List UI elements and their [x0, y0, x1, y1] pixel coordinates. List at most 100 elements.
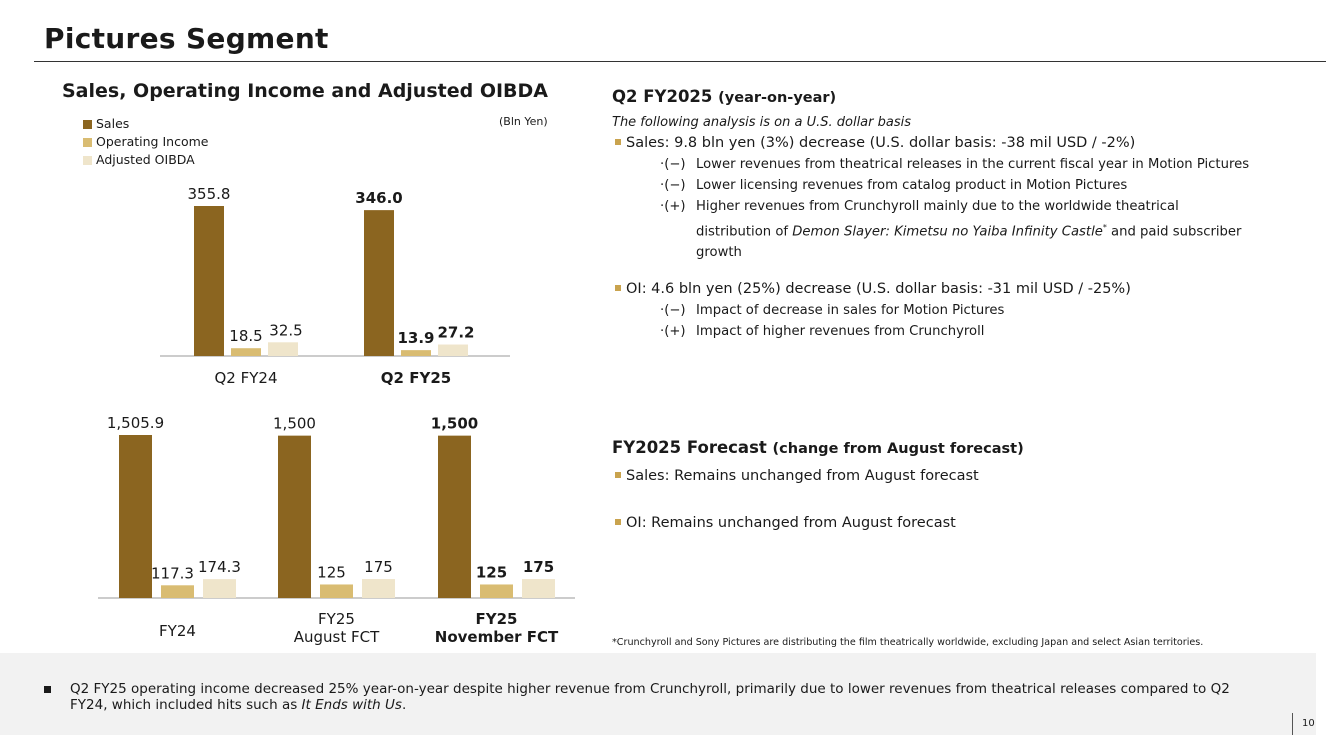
- data-label-adjusted-oibda: 174.3: [198, 558, 241, 576]
- legend-label-adjusted-oibda: Adjusted OIBDA: [96, 152, 195, 167]
- q2-oi-items: ·(−) Impact of decrease in sales for Moti…: [660, 300, 1280, 342]
- item-mark: ·(−): [660, 157, 686, 172]
- item-text-cont-post: and paid subscriber growth: [696, 224, 1242, 261]
- summary-text-main: Q2 FY25 operating income decreased 25% y…: [70, 681, 1230, 713]
- summary-film-title: It Ends with Us: [301, 697, 402, 713]
- data-label-operating-income: 13.9: [397, 329, 434, 347]
- bar-sales: [194, 206, 224, 356]
- data-label-sales: 355.8: [188, 185, 231, 203]
- legend-label-sales: Sales: [96, 116, 130, 131]
- item-text: Lower licensing revenues from catalog pr…: [696, 178, 1128, 193]
- forecast-sales-text: Sales: Remains unchanged from August for…: [626, 468, 979, 484]
- film-title: Demon Slayer: Kimetsu no Yaiba Infinity …: [792, 224, 1103, 240]
- q2-heading-main: Q2 FY2025: [612, 87, 713, 106]
- bullet-icon: [615, 472, 621, 478]
- footnote: *Crunchyroll and Sony Pictures are distr…: [612, 637, 1204, 648]
- legend-swatch-adjusted-oibda: [83, 155, 92, 165]
- summary-box: [0, 653, 1316, 735]
- category-label: FY25: [476, 610, 518, 628]
- q2-heading: Q2 FY2025 (year-on-year): [612, 86, 1280, 109]
- bar-adjusted-oibda: [268, 342, 298, 356]
- chart-title: Sales, Operating Income and Adjusted OIB…: [62, 80, 549, 102]
- forecast-heading-main: FY2025 Forecast: [612, 438, 767, 457]
- bar-operating-income: [401, 350, 431, 356]
- bar-sales: [278, 435, 311, 598]
- data-label-operating-income: 117.3: [151, 564, 194, 582]
- item-mark: ·(−): [660, 303, 686, 319]
- q2-oi-line: OI: 4.6 bln yen (25%) decrease (U.S. dol…: [612, 279, 1280, 300]
- bar-sales: [438, 435, 471, 598]
- page-title: Pictures Segment: [44, 22, 329, 55]
- legend-item-operating-income: Operating Income: [83, 133, 208, 151]
- q2-oi-text: OI: 4.6 bln yen (25%) decrease (U.S. dol…: [626, 281, 1131, 298]
- category-label: Q2 FY24: [215, 369, 278, 387]
- q2-sales-text: Sales: 9.8 bln yen (3%) decrease (U.S. d…: [626, 135, 1136, 151]
- bullet-icon: [615, 519, 621, 525]
- bar-adjusted-oibda: [362, 579, 395, 598]
- category-label: FY25: [318, 610, 355, 628]
- data-label-sales: 346.0: [355, 189, 402, 207]
- bar-operating-income: [161, 585, 194, 598]
- title-rule: [34, 61, 1326, 62]
- charts-svg: 355.8 18.5 32.5 Q2 FY24 346.0 13.9 27.2 Q2 FY25…: [98, 185, 575, 646]
- data-label-sales: 1,505.9: [107, 414, 164, 432]
- list-item: ·(−) Lower licensing revenues from catalo…: [660, 175, 1280, 196]
- data-label-operating-income: 125: [317, 563, 346, 581]
- data-label-adjusted-oibda: 175: [364, 558, 393, 576]
- list-item: ·(+) Impact of higher revenues from Crunc…: [660, 321, 1280, 342]
- forecast-section: FY2025 Forecast (change from August fore…: [612, 437, 1024, 534]
- item-mark: ·(+): [660, 199, 686, 214]
- forecast-sales-line: Sales: Remains unchanged from August for…: [612, 466, 1024, 487]
- category-label: November FCT: [435, 628, 559, 646]
- data-label-adjusted-oibda: 175: [523, 558, 554, 576]
- legend-label-operating-income: Operating Income: [96, 134, 209, 149]
- bar-operating-income: [231, 348, 261, 356]
- bar-sales: [364, 210, 394, 356]
- forecast-heading: FY2025 Forecast (change from August fore…: [612, 437, 1024, 460]
- bar-sales: [119, 435, 152, 598]
- page-number: 10: [1302, 718, 1315, 729]
- bar-operating-income: [320, 584, 353, 598]
- data-label-adjusted-oibda: 27.2: [437, 324, 474, 342]
- bar-operating-income: [480, 584, 513, 598]
- bar-adjusted-oibda: [438, 344, 468, 356]
- q2-sales-line: Sales: 9.8 bln yen (3%) decrease (U.S. d…: [612, 133, 1280, 154]
- item-text-line1: Higher revenues from Crunchyroll mainly …: [696, 199, 1179, 214]
- item-text: Impact of decrease in sales for Motion P…: [696, 303, 1005, 319]
- item-mark: ·(−): [660, 178, 686, 193]
- data-label-operating-income: 18.5: [229, 327, 262, 345]
- bullet-icon: [615, 285, 621, 292]
- list-item: ·(+) Higher revenues from Crunchyroll mai…: [660, 196, 1280, 263]
- q2-sales-items: ·(−) Lower revenues from theatrical relea…: [660, 154, 1280, 263]
- summary-text-end: .: [401, 697, 407, 713]
- data-label-sales: 1,500: [431, 415, 478, 433]
- chart-legend: Sales Operating Income Adjusted OIBDA: [83, 115, 208, 169]
- item-text: Impact of higher revenues from Crunchyro…: [696, 324, 985, 340]
- legend-swatch-operating-income: [83, 137, 92, 147]
- q2-heading-suffix: (year-on-year): [718, 90, 837, 106]
- item-text: Lower revenues from theatrical releases …: [696, 157, 1250, 172]
- bar-adjusted-oibda: [522, 579, 555, 598]
- item-mark: ·(+): [660, 324, 686, 340]
- chart-unit: (Bln Yen): [499, 115, 548, 128]
- chart-quarterly: 355.8 18.5 32.5 Q2 FY24 346.0 13.9 27.2 Q2 FY25: [160, 185, 510, 387]
- q2-section: Q2 FY2025 (year-on-year) The following a…: [612, 86, 1280, 342]
- item-text-cont-pre: distribution of: [696, 224, 793, 240]
- list-item: ·(−) Lower revenues from theatrical relea…: [660, 154, 1280, 175]
- bullet-icon: [615, 139, 621, 145]
- list-item: ·(−) Impact of decrease in sales for Moti…: [660, 300, 1280, 321]
- item-text: Higher revenues from Crunchyroll mainly …: [696, 196, 1280, 263]
- summary-text: Q2 FY25 operating income decreased 25% y…: [70, 681, 1250, 713]
- summary-bullet-icon: [44, 686, 51, 693]
- category-label: FY24: [159, 622, 196, 640]
- data-label-sales: 1,500: [273, 415, 316, 433]
- legend-item-adjusted-oibda: Adjusted OIBDA: [83, 151, 208, 169]
- category-label: August FCT: [294, 628, 380, 646]
- q2-subtitle: The following analysis is on a U.S. doll…: [612, 115, 912, 130]
- data-label-operating-income: 125: [476, 563, 507, 581]
- legend-item-sales: Sales: [83, 115, 208, 133]
- page-number-divider: [1292, 713, 1293, 735]
- forecast-oi-text: OI: Remains unchanged from August foreca…: [626, 515, 956, 531]
- forecast-oi-line: OI: Remains unchanged from August foreca…: [612, 513, 1024, 534]
